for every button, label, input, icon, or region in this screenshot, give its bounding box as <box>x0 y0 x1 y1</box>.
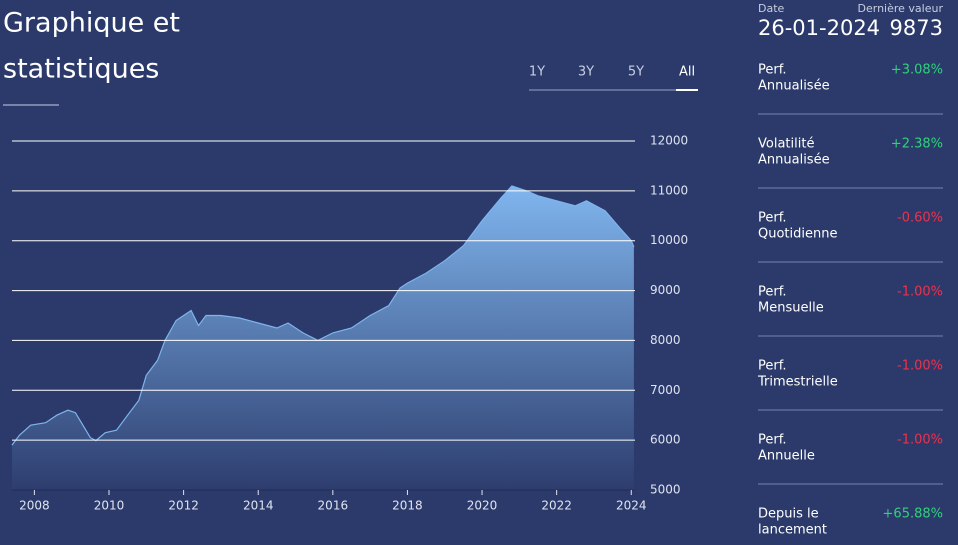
y-tick-label: 12000 <box>650 134 688 148</box>
y-tick-label: 9000 <box>650 283 681 297</box>
last-label: Dernière valeur <box>858 2 944 15</box>
y-tick-label: 7000 <box>650 383 681 397</box>
title: Graphique et <box>3 8 180 39</box>
tab[interactable]: 3Y <box>578 65 594 80</box>
y-tick-label: 11000 <box>650 183 688 197</box>
x-tick-label: 2016 <box>318 499 349 513</box>
stat-label: Perf. <box>758 433 786 448</box>
stat-label: Annuelle <box>758 449 815 464</box>
stat-label: Annualisée <box>758 153 830 168</box>
date-label: Date <box>758 2 785 15</box>
x-tick-label: 2024 <box>616 499 647 513</box>
stat-label: Annualisée <box>758 79 830 94</box>
title: statistiques <box>3 54 159 85</box>
x-tick-label: 2018 <box>392 499 423 513</box>
x-tick-label: 2008 <box>19 499 50 513</box>
tab[interactable]: 1Y <box>529 65 545 80</box>
stat-label: Perf. <box>758 211 786 226</box>
tab[interactable]: All <box>679 65 695 80</box>
stat-value: -1.00% <box>897 433 943 448</box>
stat-label: Volatilité <box>758 137 814 152</box>
y-tick-label: 10000 <box>650 233 688 247</box>
y-tick-label: 5000 <box>650 483 681 497</box>
stat-value: +2.38% <box>891 137 943 152</box>
y-tick-label: 8000 <box>650 333 681 347</box>
x-tick-label: 2020 <box>467 499 498 513</box>
stat-value: -0.60% <box>897 211 943 226</box>
y-tick-label: 6000 <box>650 433 681 447</box>
stat-label: Perf. <box>758 359 786 374</box>
stat-label: Trimestrielle <box>757 375 838 390</box>
stat-value: -1.00% <box>897 285 943 300</box>
x-tick-label: 2014 <box>243 499 274 513</box>
stat-label: Perf. <box>758 63 786 78</box>
x-tick-label: 2010 <box>94 499 125 513</box>
last-value: 9873 <box>890 16 943 40</box>
stat-value: -1.00% <box>897 359 943 374</box>
stat-label: Depuis le <box>758 507 819 522</box>
date: 26-01-2024 <box>758 16 880 40</box>
stat-label: lancement <box>758 523 827 538</box>
x-tick-label: 2022 <box>541 499 572 513</box>
stat-label: Mensuelle <box>758 301 824 316</box>
stat-value: +65.88% <box>883 507 943 522</box>
tab[interactable]: 5Y <box>628 65 644 80</box>
line <box>11 185 635 446</box>
stat-label: Quotidienne <box>758 227 837 242</box>
stat-label: Perf. <box>758 285 786 300</box>
stat-value: +3.08% <box>891 63 943 78</box>
x-tick-label: 2012 <box>168 499 199 513</box>
